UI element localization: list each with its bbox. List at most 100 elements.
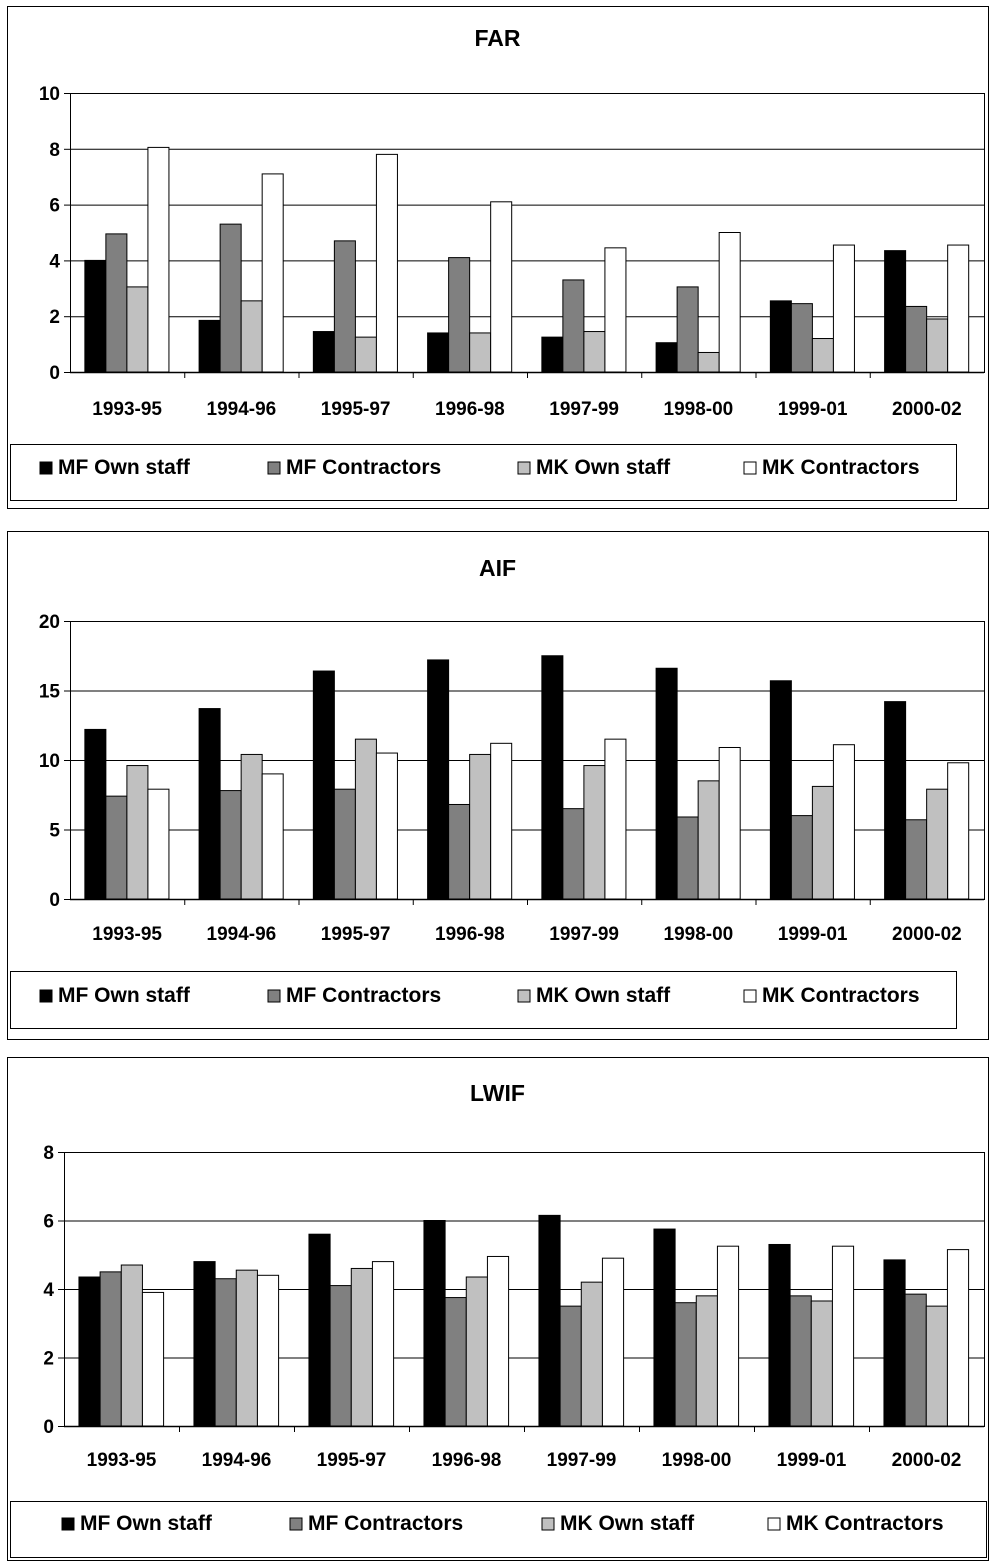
bar-mk-contractors [375,153,398,373]
bar-mf-own-staff [193,1261,216,1427]
legend-label-mk-contractors: MK Contractors [762,984,920,1007]
bar-mf-own-staff [84,728,107,900]
bar-mk-contractors [947,244,970,373]
legend-label-mk-own-staff: MK Own staff [536,456,671,479]
bar-mf-contractors [329,1285,352,1427]
y-tick-label: 0 [43,1417,54,1438]
y-tick-label: 8 [43,1143,54,1164]
legend-swatch-mk-contractors [743,989,757,1003]
chart-title: LWIF [470,1080,525,1106]
y-tick-label: 4 [43,1280,54,1301]
bar-mf-own-staff [653,1228,676,1427]
bar-mf-own-staff [541,336,564,373]
legend-label-mk-contractors: MK Contractors [762,456,920,479]
bar-mk-contractors [371,1261,395,1427]
bar-mf-own-staff [655,667,678,900]
bar-mk-own-staff [811,338,834,373]
bar-mk-own-staff [469,332,492,373]
x-tick-label: 1993-95 [92,399,162,420]
bar-mk-own-staff [120,1264,143,1427]
bar-mf-own-staff [78,1276,101,1427]
x-tick-label: 1999-01 [778,924,848,945]
bar-mk-contractors [832,244,855,373]
bar-mk-contractors [256,1274,280,1427]
bar-mf-contractors [904,1293,927,1427]
y-tick-label: 20 [39,612,60,633]
y-tick-label: 2 [43,1349,54,1370]
bar-mf-own-staff [541,655,564,900]
x-tick-label: 1998-00 [664,924,734,945]
bar-mf-own-staff [312,670,335,900]
bar-mf-contractors [333,240,356,373]
bar-mk-own-staff [126,765,149,900]
bar-mk-own-staff [469,753,492,900]
bar-mf-contractors [562,279,585,373]
bar-mf-contractors [674,1302,697,1427]
bar-mk-own-staff [465,1276,488,1427]
bar-mf-own-staff [768,1243,791,1427]
bar-mk-contractors [604,247,627,373]
bar-mk-contractors [947,762,970,900]
bar-mf-own-staff [198,319,221,373]
bar-mf-contractors [676,286,699,373]
legend-label-mf-own-staff: MF Own staff [58,456,191,479]
bar-mk-contractors [147,146,170,373]
bar-mk-own-staff [354,738,377,900]
bar-mf-contractors [444,1297,467,1427]
bar-mk-contractors [147,788,170,900]
x-tick-label: 1999-01 [777,1450,847,1471]
y-tick-label: 10 [39,84,60,105]
bar-mf-own-staff [198,708,221,900]
bar-mf-own-staff [883,1259,906,1427]
legend-swatch-mk-own-staff [517,461,531,475]
bar-mk-own-staff [926,318,949,373]
bar-mk-own-staff [583,331,606,373]
y-tick-label: 6 [49,196,60,217]
bar-mk-contractors [718,746,741,900]
x-tick-label: 1994-96 [202,1450,272,1471]
bar-mf-own-staff [308,1233,331,1427]
bar-mk-contractors [604,738,627,900]
legend-label-mf-own-staff: MF Own staff [80,1512,213,1535]
bar-mf-contractors [333,788,356,900]
legend-label-mk-contractors: MK Contractors [786,1512,944,1535]
bar-mf-contractors [905,819,928,900]
bar-mk-own-staff [925,1305,948,1427]
x-tick-label: 1998-00 [664,399,734,420]
bar-mf-contractors [105,795,128,900]
legend-swatch-mf-contractors [267,989,281,1003]
y-tick-label: 10 [39,751,60,772]
chart-far: FAR 0 2 4 6 8 10 1993-95 1994-96 1995-97 1996-98 19… [7,6,989,509]
bar-mf-contractors [219,790,242,900]
bar-mf-own-staff [427,659,450,900]
bar-mk-own-staff [126,286,149,373]
bar-mk-own-staff [697,780,720,900]
bar-mk-own-staff [697,351,720,373]
legend-label-mk-own-staff: MK Own staff [560,1512,695,1535]
legend [10,1501,987,1558]
bar-mk-contractors [832,744,855,900]
y-tick-label: 4 [49,251,60,272]
x-tick-label: 1997-99 [547,1450,617,1471]
legend-swatch-mk-own-staff [517,989,531,1003]
bar-mf-contractors [562,808,585,900]
bar-mf-contractors [99,1271,122,1427]
chart-lwif: LWIF 0 2 4 6 8 1993-95 1994-96 1995-97 1996-98 199… [7,1057,989,1561]
bar-mk-own-staff [240,753,263,900]
legend-swatch-mk-contractors [743,461,757,475]
chart-title: AIF [479,555,516,581]
bar-mf-contractors [905,305,928,373]
x-tick-label: 1996-98 [432,1450,502,1471]
x-tick-label: 1995-97 [321,399,391,420]
chart-title: FAR [475,25,521,51]
bar-mk-contractors [490,742,513,900]
bar-mk-own-staff [695,1295,718,1427]
bar-mk-contractors [601,1257,625,1427]
bar-mf-own-staff [312,331,335,373]
bar-mk-own-staff [350,1267,373,1427]
bar-mf-contractors [214,1278,237,1427]
bar-mf-own-staff [538,1214,561,1427]
bar-mf-own-staff [423,1220,446,1427]
x-tick-label: 1996-98 [435,399,505,420]
